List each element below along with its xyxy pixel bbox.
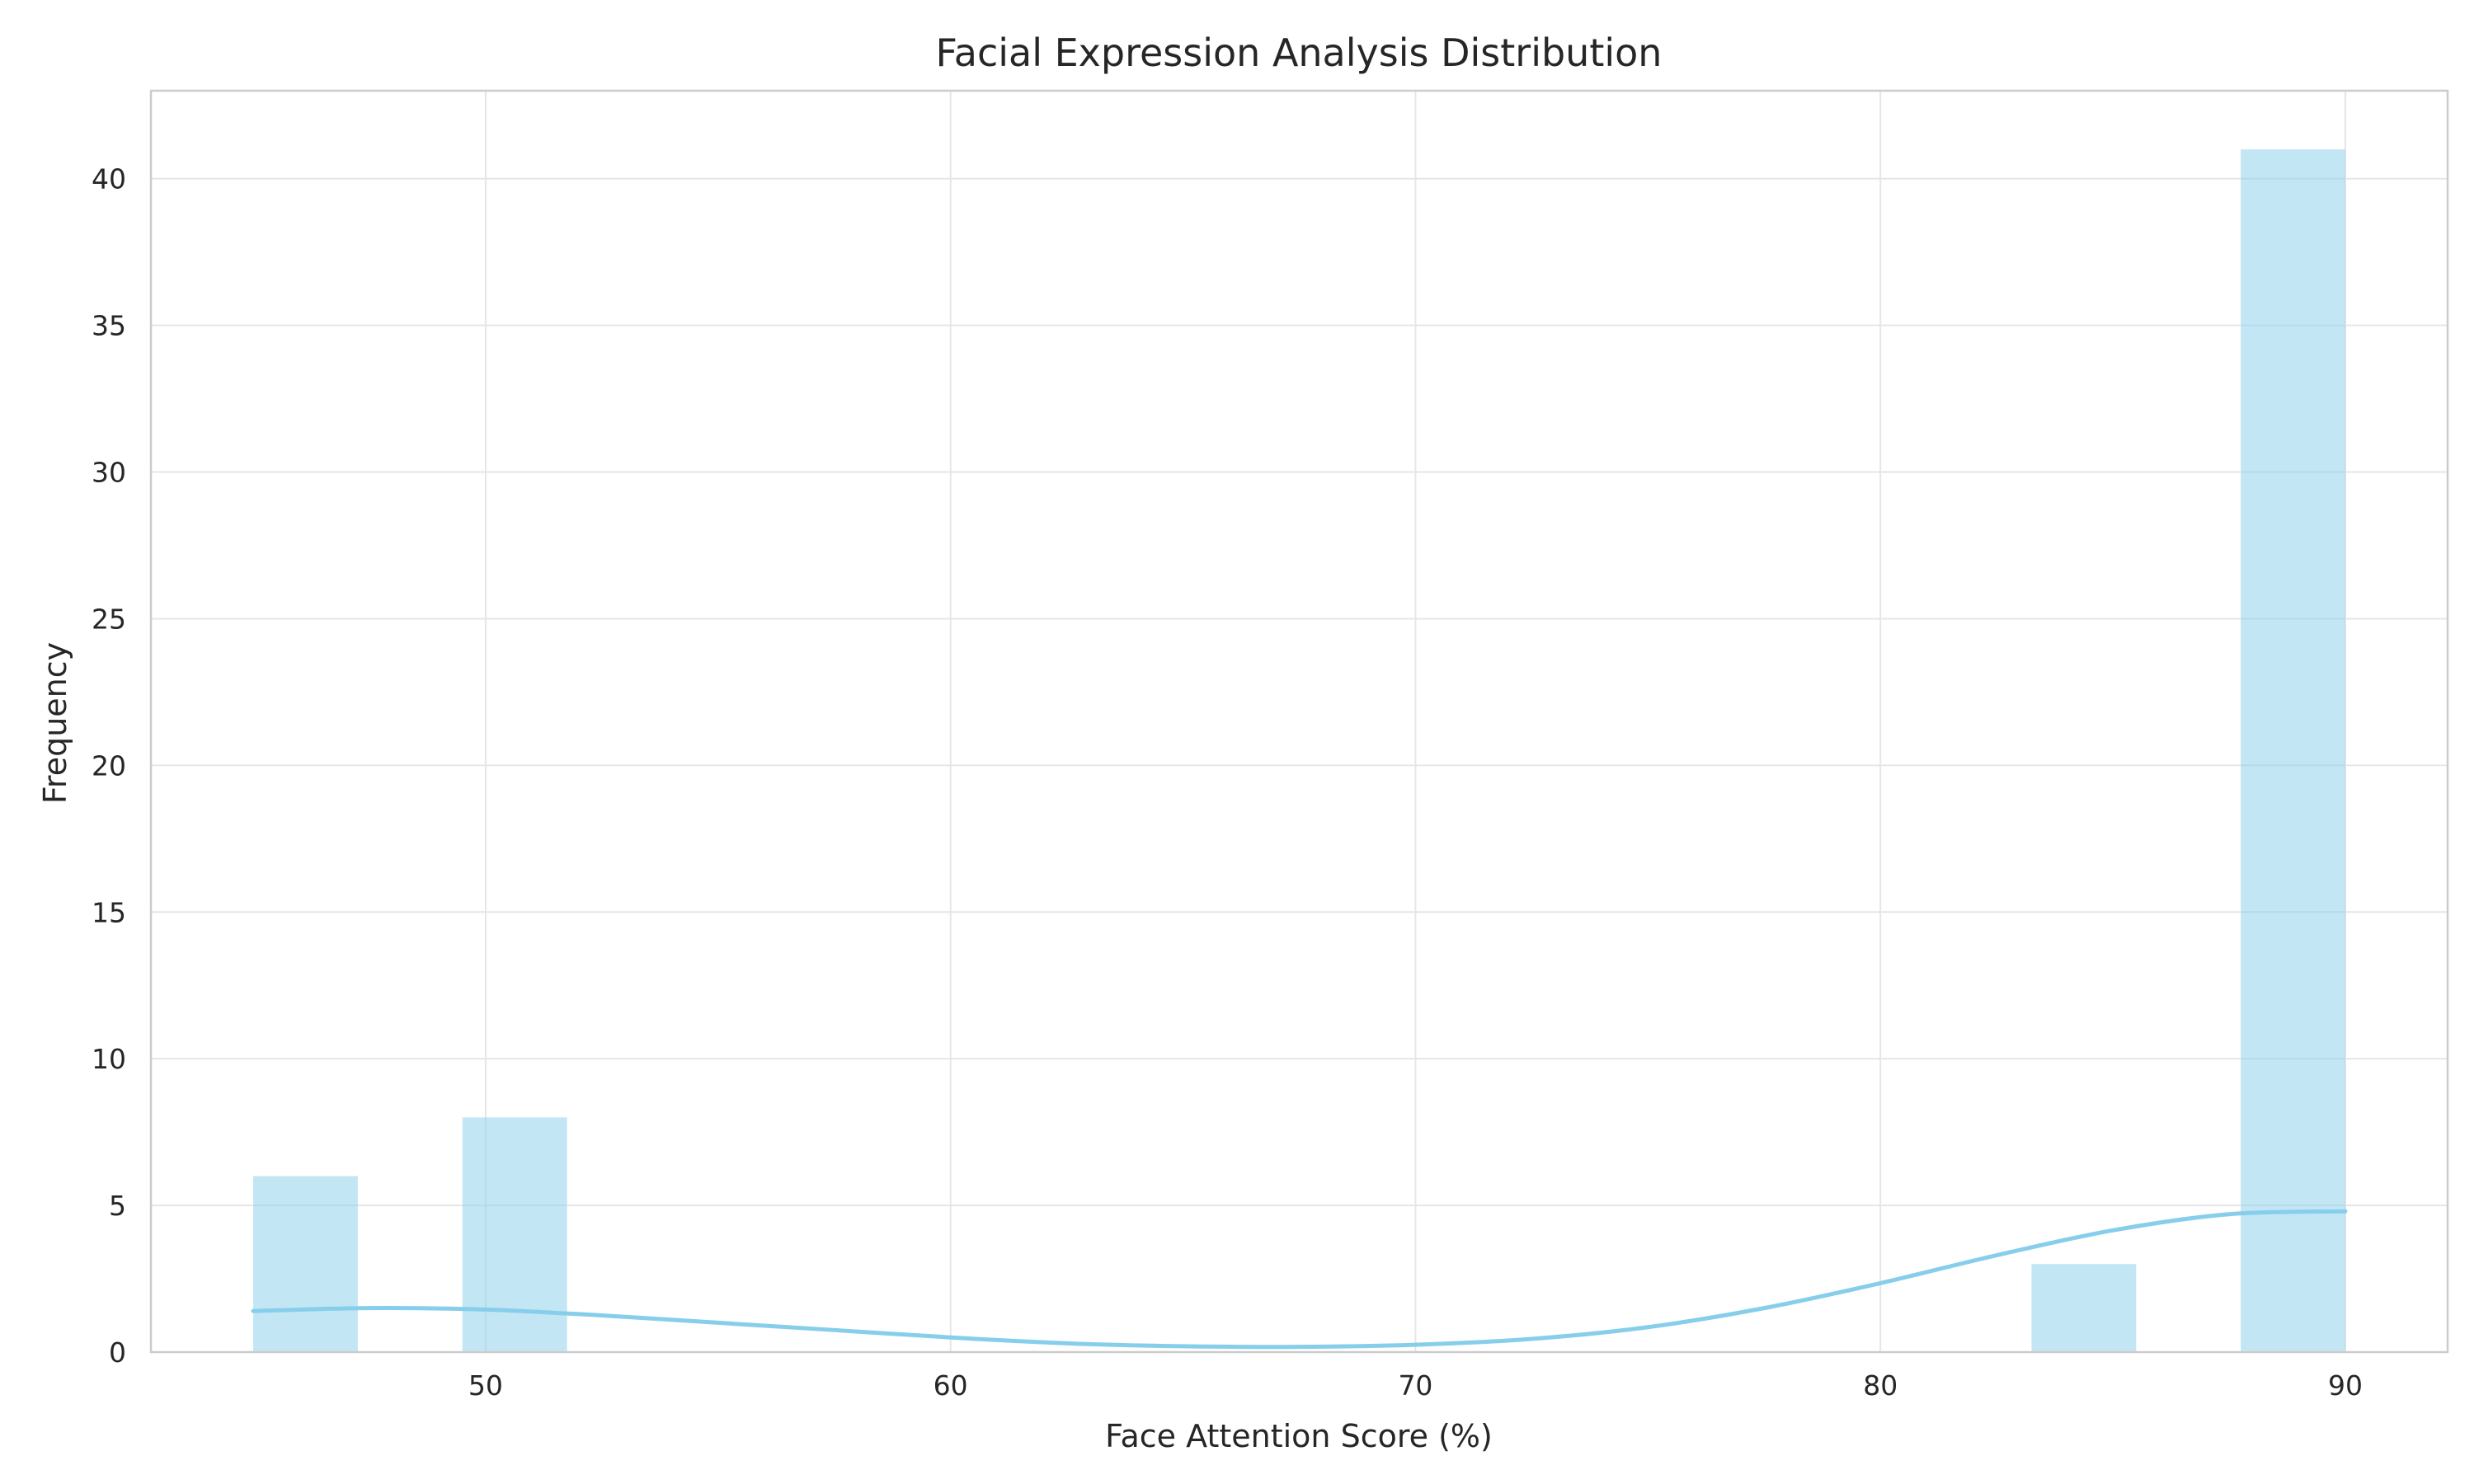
y-tick-label: 40 bbox=[92, 163, 126, 195]
x-axis-label: Face Attention Score (%) bbox=[1105, 1418, 1493, 1454]
y-tick-label: 20 bbox=[92, 749, 126, 782]
y-axis-ticks: 0 5 10 15 20 25 30 35 40 bbox=[92, 163, 126, 1369]
histogram-bar bbox=[2241, 149, 2345, 1352]
x-tick-label: 60 bbox=[934, 1369, 968, 1402]
y-tick-label: 15 bbox=[92, 896, 126, 928]
y-tick-label: 25 bbox=[92, 603, 126, 635]
y-tick-label: 30 bbox=[92, 457, 126, 489]
x-tick-label: 50 bbox=[468, 1369, 503, 1402]
y-tick-label: 35 bbox=[92, 310, 126, 342]
x-tick-label: 90 bbox=[2328, 1369, 2363, 1402]
y-tick-label: 0 bbox=[109, 1336, 126, 1369]
kde-line bbox=[251, 1209, 2348, 1350]
x-tick-label: 80 bbox=[1863, 1369, 1898, 1402]
y-axis-label: Frequency bbox=[37, 642, 73, 804]
x-axis-ticks: 50 60 70 80 90 bbox=[468, 1369, 2363, 1402]
plot-frame bbox=[149, 89, 2449, 1354]
kde-curve bbox=[251, 1209, 2348, 1350]
histogram-bar bbox=[462, 1117, 567, 1352]
x-tick-label: 70 bbox=[1398, 1369, 1432, 1402]
histogram-bar bbox=[2031, 1264, 2137, 1352]
bars bbox=[253, 149, 2345, 1352]
chart-title: Facial Expression Analysis Distribution bbox=[936, 31, 1663, 75]
y-tick-label: 5 bbox=[109, 1190, 126, 1222]
y-tick-label: 10 bbox=[92, 1043, 126, 1075]
histogram-bar bbox=[253, 1176, 358, 1352]
